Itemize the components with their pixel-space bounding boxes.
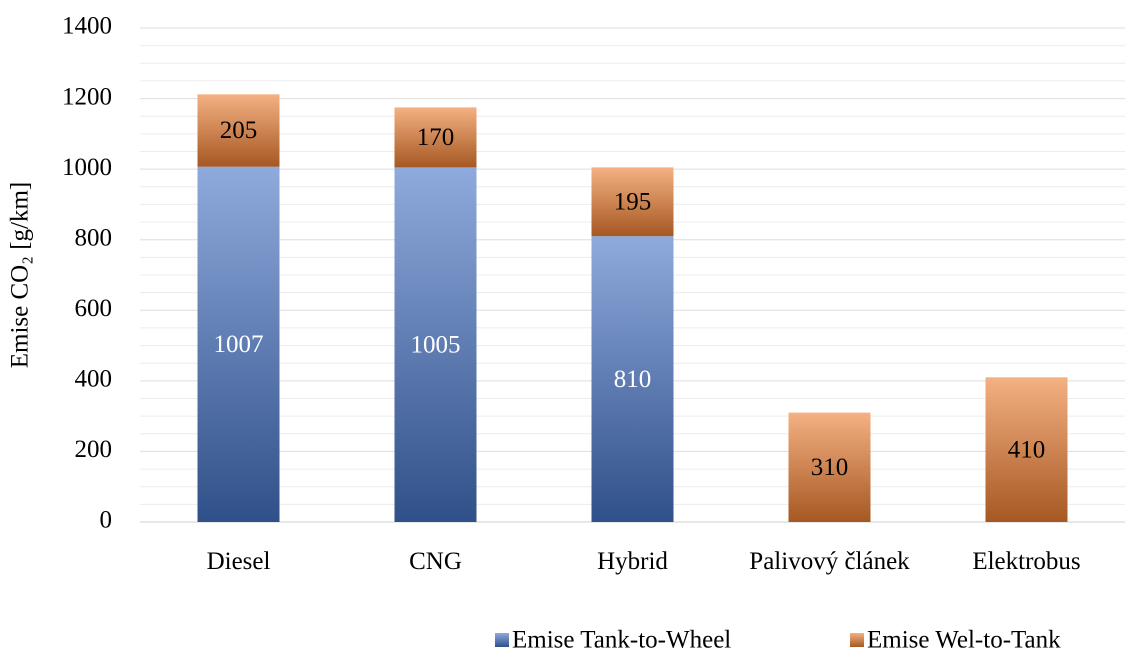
data-label: 205 — [220, 117, 258, 144]
x-tick-label: Hybrid — [597, 548, 668, 575]
x-tick-label: Elektrobus — [972, 548, 1081, 575]
data-label: 410 — [1008, 436, 1046, 463]
y-axis-label: Emise CO₂ [g/km] — [7, 182, 34, 368]
y-tick-label: 1400 — [62, 13, 112, 40]
data-label: 310 — [811, 454, 849, 481]
y-tick-label: 1200 — [62, 83, 112, 110]
y-tick-label: 400 — [75, 366, 113, 393]
y-tick-label: 0 — [100, 507, 113, 534]
y-tick-label: 800 — [75, 224, 113, 251]
bar-segment — [591, 167, 674, 237]
bar-segment — [394, 167, 477, 522]
bar-segment — [197, 166, 280, 522]
x-tick-label: Diesel — [206, 548, 271, 575]
y-tick-label: 200 — [75, 436, 113, 463]
data-label: 810 — [614, 366, 652, 393]
y-tick-label: 1000 — [62, 154, 112, 181]
data-label: 1005 — [411, 331, 461, 358]
data-label: 195 — [614, 189, 652, 216]
legend-label: Emise Wel-to-Tank — [867, 627, 1061, 654]
legend-label: Emise Tank-to-Wheel — [512, 627, 731, 654]
y-tick-label: 600 — [75, 295, 113, 322]
legend-swatch — [850, 633, 864, 647]
legend-swatch — [495, 633, 509, 647]
bar-segment — [788, 412, 871, 522]
data-label: 1007 — [214, 331, 264, 358]
bar-segment — [985, 377, 1068, 522]
bar-segment — [197, 94, 280, 167]
x-tick-label: CNG — [409, 548, 462, 575]
x-tick-label: Palivový článek — [749, 548, 910, 575]
bar-segment — [394, 107, 477, 168]
bar-segment — [591, 236, 674, 522]
data-label: 170 — [417, 124, 455, 151]
